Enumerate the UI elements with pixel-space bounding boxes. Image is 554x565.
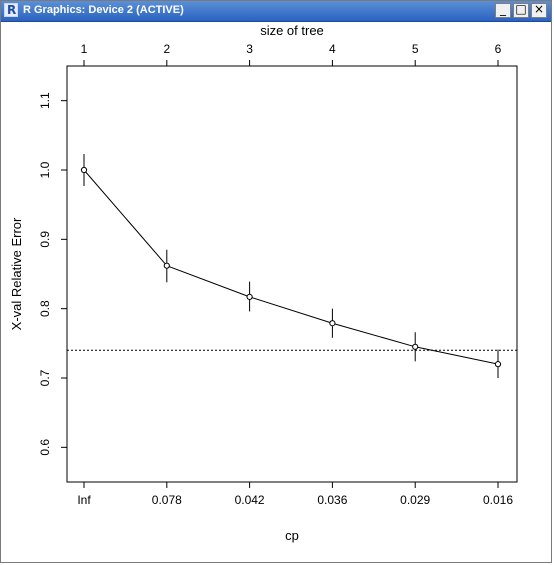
y-tick-label: 1.0 — [38, 161, 52, 178]
data-point — [246, 293, 253, 300]
y-tick-label: 0.8 — [38, 300, 52, 317]
data-point — [163, 262, 170, 269]
title-bar[interactable]: R R Graphics: Device 2 (ACTIVE) _ □ × — [1, 1, 551, 22]
y-tick-label: 0.7 — [38, 369, 52, 386]
cp-plot: size of tree cp X-val Relative Error Inf… — [9, 23, 518, 543]
window-controls: _ □ × — [495, 2, 547, 19]
top-tick-label: 2 — [163, 42, 170, 56]
x-axis-title: cp — [285, 528, 299, 543]
y-axis-title: X-val Relative Error — [9, 217, 24, 330]
top-tick-label: 5 — [412, 42, 419, 56]
top-tick-label: 3 — [246, 42, 253, 56]
data-point — [329, 320, 336, 327]
y-tick-label: 0.9 — [38, 231, 52, 248]
x-tick-label: 0.029 — [400, 493, 430, 507]
x-tick-label: 0.042 — [235, 493, 265, 507]
maximize-icon: □ — [515, 2, 527, 16]
top-axis-title: size of tree — [260, 23, 324, 38]
x-tick-label: Inf — [77, 493, 91, 507]
data-point — [80, 166, 88, 174]
chart-marks: Inf 0.078 0.042 0.036 0.029 0.016 1 2 3 4 5 6 0.6 0.7… — [38, 42, 517, 507]
top-tick-label: 1 — [81, 42, 88, 56]
x-tick-label: 0.036 — [317, 493, 347, 507]
data-point — [412, 343, 419, 350]
x-tick-label: 0.016 — [483, 493, 513, 507]
y-tick-label: 0.6 — [38, 439, 52, 456]
data-point — [494, 361, 502, 368]
minimize-icon: _ — [500, 2, 506, 16]
close-button[interactable]: × — [531, 2, 547, 18]
minimize-button[interactable]: _ — [495, 2, 511, 18]
window-title: R Graphics: Device 2 (ACTIVE) — [23, 4, 184, 16]
maximize-button[interactable]: □ — [513, 2, 529, 18]
top-tick-label: 4 — [329, 42, 336, 56]
r-app-icon: R — [4, 3, 18, 17]
series-line — [83, 169, 499, 365]
y-tick-label: 1.1 — [38, 92, 52, 109]
plot-box — [66, 65, 518, 483]
x-tick-label: 0.078 — [152, 493, 182, 507]
close-icon: × — [533, 2, 545, 16]
top-tick-label: 6 — [495, 42, 502, 56]
